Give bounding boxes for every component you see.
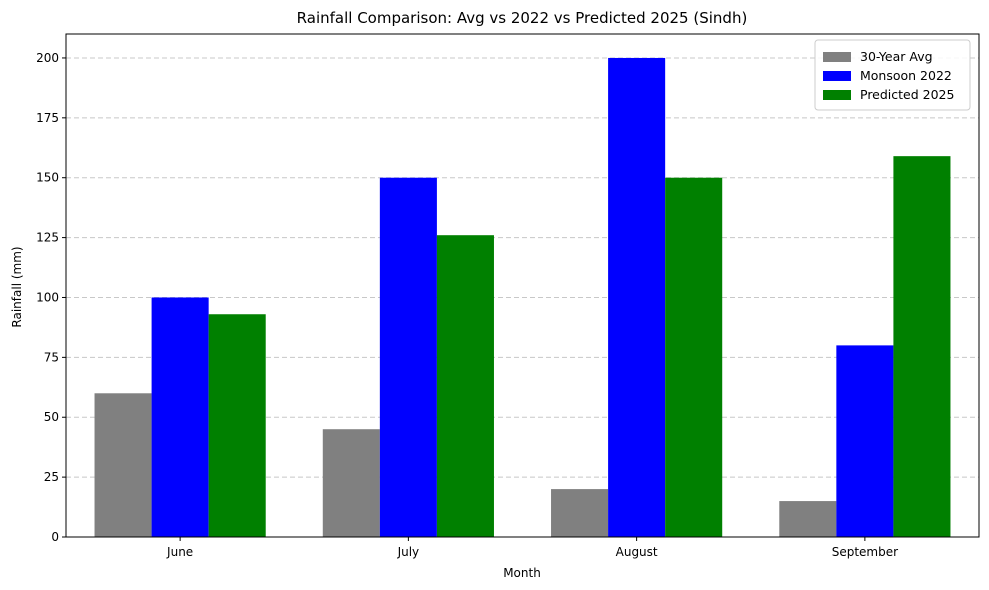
legend-swatch <box>823 90 851 100</box>
legend-box <box>814 39 971 111</box>
x-axis: June July August September <box>166 537 898 559</box>
bar <box>208 314 266 537</box>
x-tick-label: August <box>616 545 658 559</box>
bar <box>322 429 380 537</box>
x-tick-label: July <box>397 545 420 559</box>
y-tick-label: 150 <box>36 171 59 185</box>
y-tick-label: 125 <box>36 231 59 245</box>
y-tick-label: 0 <box>51 530 59 544</box>
legend-swatch <box>823 71 851 81</box>
legend-swatch <box>823 52 851 62</box>
bar <box>436 235 494 537</box>
legend-entry: Predicted 2025 <box>860 87 954 102</box>
legend-entry: Monsoon 2022 <box>860 68 952 83</box>
bar <box>379 177 437 537</box>
legend-entry: 30-Year Avg <box>860 49 933 64</box>
y-tick-label: 50 <box>44 410 59 424</box>
bar <box>665 177 723 537</box>
bar <box>836 345 894 537</box>
bar <box>94 393 152 537</box>
legend: 30-Year Avg Monsoon 2022 Predicted 2025 <box>814 39 971 111</box>
y-tick-label: 200 <box>36 51 59 65</box>
x-axis-label: Month <box>503 566 541 580</box>
bar <box>151 297 209 537</box>
y-axis: 0 25 50 75 100 125 150 175 200 <box>36 51 66 544</box>
bar <box>779 501 837 537</box>
x-tick-label: June <box>166 545 193 559</box>
y-tick-label: 100 <box>36 290 59 304</box>
y-tick-label: 175 <box>36 111 59 125</box>
y-tick-label: 75 <box>44 350 59 364</box>
bars <box>94 57 951 537</box>
x-tick-label: September <box>832 545 898 559</box>
bar <box>893 156 951 537</box>
y-axis-label: Rainfall (mm) <box>10 246 24 327</box>
plot-frame <box>65 33 980 538</box>
bar <box>551 489 609 537</box>
bar <box>608 57 666 537</box>
y-tick-label: 25 <box>44 470 59 484</box>
chart-title: Rainfall Comparison: Avg vs 2022 vs Pred… <box>297 9 748 27</box>
